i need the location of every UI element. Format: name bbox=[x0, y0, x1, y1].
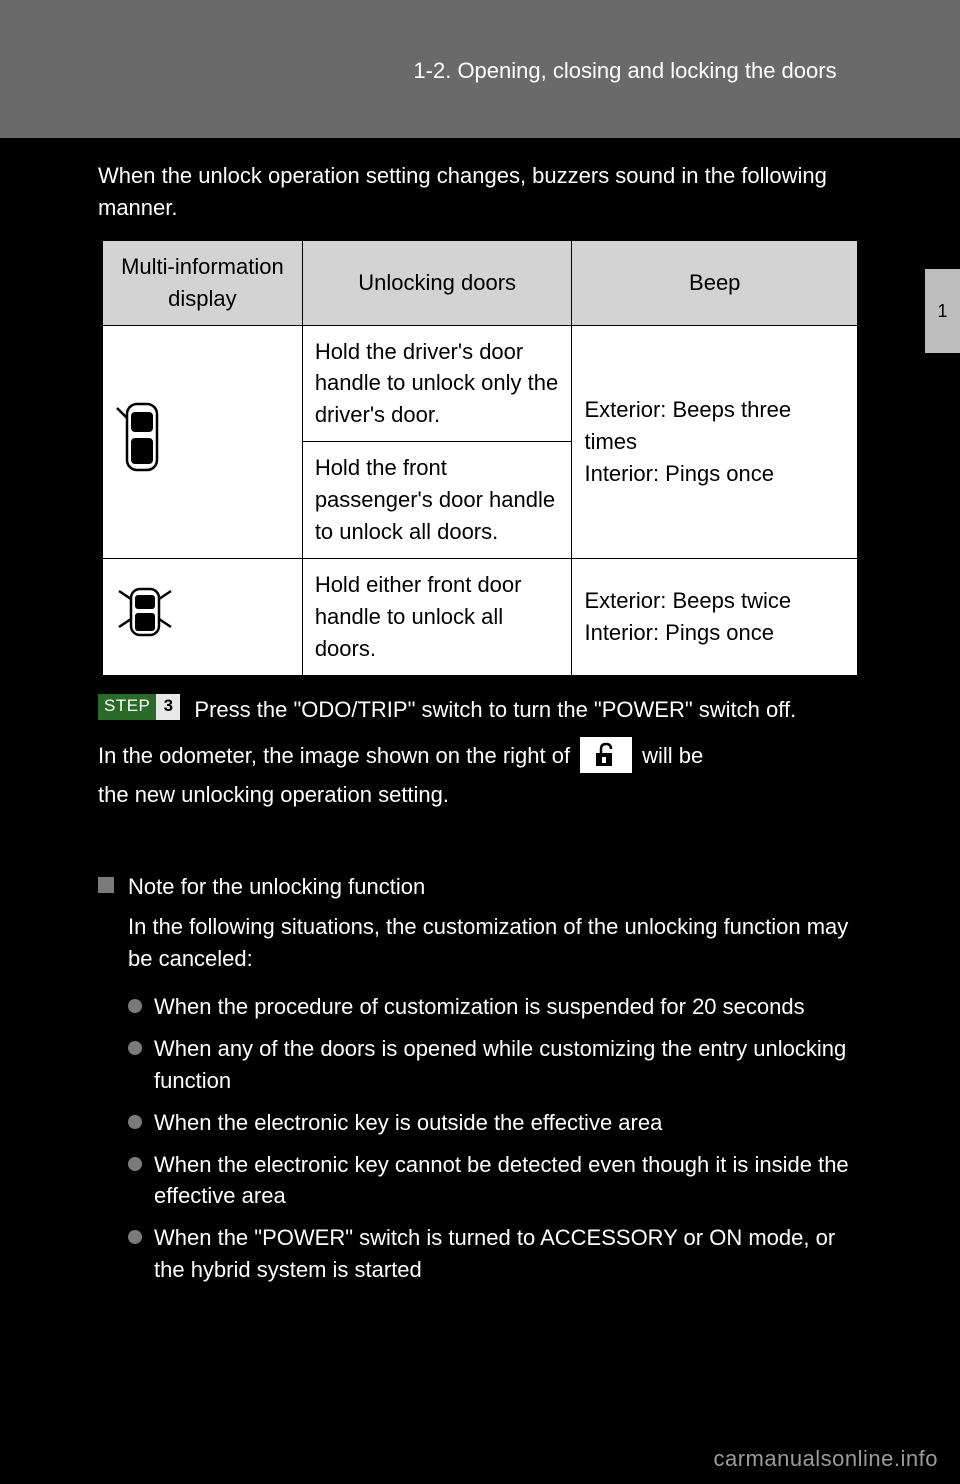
note-title-row: Note for the unlocking function bbox=[98, 871, 862, 903]
th-unlocking: Unlocking doors bbox=[302, 240, 572, 325]
bullet-text: When the electronic key is outside the e… bbox=[154, 1107, 862, 1139]
odo-text-3: the new unlocking operation setting. bbox=[98, 779, 862, 811]
step-row: STEP 3 Press the "ODO/TRIP" switch to tu… bbox=[98, 694, 862, 726]
cell-icon-all-doors bbox=[103, 558, 303, 675]
bullet-text: When any of the doors is opened while cu… bbox=[154, 1033, 862, 1097]
cell-icon-driver-door bbox=[103, 325, 303, 558]
round-bullet-icon bbox=[128, 1230, 142, 1244]
odo-note: In the odometer, the image shown on the … bbox=[98, 737, 862, 811]
step-label: STEP bbox=[98, 694, 156, 719]
round-bullet-icon bbox=[128, 1115, 142, 1129]
bullet-list: When the procedure of customization is s… bbox=[128, 991, 862, 1286]
bullet-text: When the procedure of customization is s… bbox=[154, 991, 862, 1023]
cell-unlock-driver: Hold the driver's door handle to unlock … bbox=[302, 325, 572, 442]
cell-beep-2: Exterior: Beeps twice Interior: Pings on… bbox=[572, 558, 858, 675]
note-block: Note for the unlocking function In the f… bbox=[98, 871, 862, 1286]
section-title: 1-2. Opening, closing and locking the do… bbox=[0, 58, 960, 84]
page-content: When the unlock operation setting change… bbox=[98, 160, 862, 1296]
unlock-table: Multi-information display Unlocking door… bbox=[102, 240, 858, 676]
unlock-icon-box bbox=[580, 737, 632, 773]
list-item: When the electronic key is outside the e… bbox=[128, 1107, 862, 1139]
step-number: 3 bbox=[156, 694, 180, 720]
table-header-row: Multi-information display Unlocking door… bbox=[103, 240, 858, 325]
note-intro: In the following situations, the customi… bbox=[128, 911, 862, 975]
square-bullet-icon bbox=[98, 877, 114, 893]
round-bullet-icon bbox=[128, 1041, 142, 1055]
list-item: When the "POWER" switch is turned to ACC… bbox=[128, 1222, 862, 1286]
side-tab-number: 1 bbox=[937, 301, 947, 322]
car-driver-door-icon bbox=[115, 398, 169, 476]
round-bullet-icon bbox=[128, 999, 142, 1013]
intro-text: When the unlock operation setting change… bbox=[98, 160, 862, 224]
bullet-text: When the "POWER" switch is turned to ACC… bbox=[154, 1222, 862, 1286]
odo-text-2: will be bbox=[642, 740, 703, 772]
th-display: Multi-information display bbox=[103, 240, 303, 325]
step-badge: STEP 3 bbox=[98, 694, 180, 720]
cell-unlock-passenger: Hold the front passenger's door handle t… bbox=[302, 442, 572, 559]
cell-unlock-either: Hold either front door handle to unlock … bbox=[302, 558, 572, 675]
table-row: Hold either front door handle to unlock … bbox=[103, 558, 858, 675]
car-all-doors-icon bbox=[115, 585, 175, 639]
list-item: When the procedure of customization is s… bbox=[128, 991, 862, 1023]
step-text: Press the "ODO/TRIP" switch to turn the … bbox=[194, 694, 862, 726]
header-band: 1-2. Opening, closing and locking the do… bbox=[0, 0, 960, 138]
th-beep: Beep bbox=[572, 240, 858, 325]
table-row: Hold the driver's door handle to unlock … bbox=[103, 325, 858, 442]
side-tab: 1 bbox=[925, 269, 960, 353]
round-bullet-icon bbox=[128, 1157, 142, 1171]
list-item: When any of the doors is opened while cu… bbox=[128, 1033, 862, 1097]
padlock-open-icon bbox=[591, 741, 621, 769]
list-item: When the electronic key cannot be detect… bbox=[128, 1149, 862, 1213]
note-title: Note for the unlocking function bbox=[128, 871, 425, 903]
odo-text-1: In the odometer, the image shown on the … bbox=[98, 740, 570, 772]
watermark: carmanualsonline.info bbox=[713, 1446, 938, 1472]
cell-beep-1: Exterior: Beeps three times Interior: Pi… bbox=[572, 325, 858, 558]
bullet-text: When the electronic key cannot be detect… bbox=[154, 1149, 862, 1213]
